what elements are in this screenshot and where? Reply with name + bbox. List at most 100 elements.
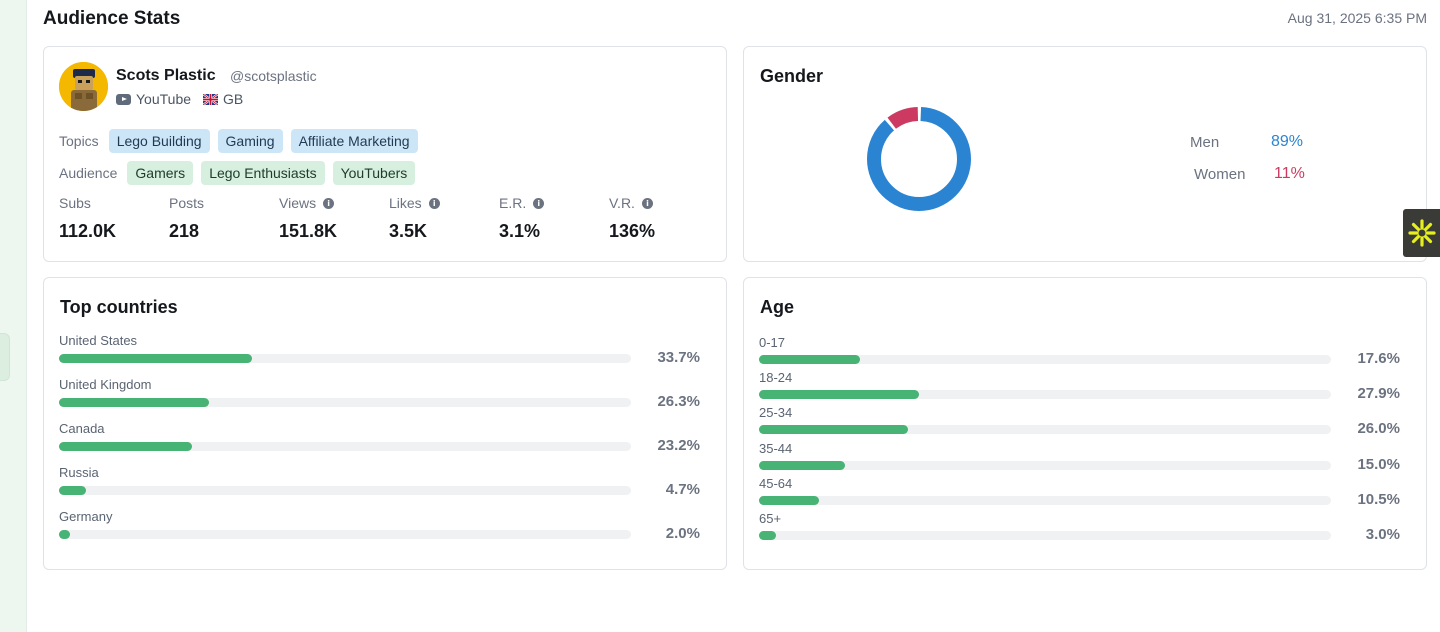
info-icon[interactable]: i bbox=[641, 197, 653, 209]
bar-label: 25-34 bbox=[759, 405, 793, 421]
bar-fill bbox=[59, 354, 252, 363]
bar-value: 10.5% bbox=[1357, 490, 1400, 508]
bar-fill bbox=[59, 398, 210, 407]
stat-value: 136% bbox=[609, 221, 656, 241]
bar-track bbox=[759, 425, 1331, 435]
bar-value: 27.9% bbox=[1357, 385, 1400, 403]
bar-track bbox=[59, 486, 631, 495]
info-icon[interactable]: i bbox=[323, 197, 335, 209]
bar-fill bbox=[759, 390, 919, 400]
stat-label: E.R. bbox=[499, 195, 527, 211]
bar-value: 26.3% bbox=[657, 393, 700, 410]
stat-value: 151.8K bbox=[279, 221, 338, 241]
bar-fill bbox=[59, 530, 71, 539]
stat-label: Views bbox=[279, 195, 317, 211]
bar-track bbox=[759, 390, 1331, 400]
bar-value: 26.0% bbox=[1357, 420, 1400, 438]
topic-tag[interactable]: Lego Building bbox=[108, 129, 210, 153]
bar-fill bbox=[759, 531, 777, 540]
bar-track bbox=[59, 354, 631, 363]
audience-tag[interactable]: Gamers bbox=[127, 161, 194, 185]
timestamp: Aug 31, 2025 6:35 PM bbox=[1287, 10, 1427, 26]
gender-title: Gender bbox=[760, 66, 824, 86]
left-sidebar-strip bbox=[0, 0, 27, 632]
age-title: Age bbox=[760, 297, 795, 317]
topic-tag[interactable]: Gaming bbox=[217, 129, 283, 153]
age-card: Age 0-17 17.6% 18-24 27.9% 25-34 26.0% 35-44 15… bbox=[743, 277, 1427, 570]
topics-row: Topics Lego Building Gaming Affiliate Ma… bbox=[59, 129, 418, 153]
gender-card: Gender Men 89% Women 11% bbox=[743, 46, 1427, 262]
men-value: 89% bbox=[1271, 133, 1304, 150]
audience-tag[interactable]: YouTubers bbox=[332, 161, 416, 185]
bar-value: 23.2% bbox=[657, 437, 700, 454]
bar-track bbox=[759, 460, 1331, 470]
uk-flag-icon bbox=[203, 93, 219, 105]
avatar[interactable] bbox=[59, 62, 108, 111]
donut-segment-men[interactable] bbox=[867, 107, 971, 211]
bar-fill bbox=[759, 355, 860, 364]
stat-subs: Subs 112.0K bbox=[59, 195, 116, 242]
youtube-icon bbox=[116, 93, 131, 105]
bar-label: Canada bbox=[59, 421, 105, 436]
bar-fill bbox=[759, 460, 845, 470]
stat-label: Likes bbox=[389, 195, 422, 211]
bar-fill bbox=[759, 425, 908, 435]
stat-engagement-rate: E.R. i 3.1% bbox=[499, 195, 545, 242]
bar-label: 65+ bbox=[759, 511, 782, 526]
platform-row: YouTube GB bbox=[116, 91, 243, 107]
stat-likes: Likes i 3.5K bbox=[389, 195, 440, 242]
gender-donut-chart bbox=[867, 107, 971, 211]
bar-value: 2.0% bbox=[665, 525, 700, 542]
bar-label: United States bbox=[59, 333, 138, 348]
bar-value: 4.7% bbox=[665, 481, 700, 498]
women-value: 11% bbox=[1274, 165, 1305, 182]
audience-row: Audience Gamers Lego Enthusiasts YouTube… bbox=[59, 161, 416, 185]
stat-views: Views i 151.8K bbox=[279, 195, 337, 242]
bar-track bbox=[759, 495, 1331, 505]
stat-value: 3.5K bbox=[389, 221, 428, 241]
bar-fill bbox=[59, 486, 86, 495]
bar-track bbox=[59, 398, 631, 407]
bar-track bbox=[759, 355, 1331, 364]
top-countries-card: Top countries United States 33.7% United K… bbox=[43, 277, 727, 570]
stat-view-rate: V.R. i 136% bbox=[609, 195, 655, 242]
bar-value: 15.0% bbox=[1357, 455, 1400, 473]
bar-fill bbox=[59, 442, 192, 451]
audience-tag[interactable]: Lego Enthusiasts bbox=[201, 161, 325, 185]
bar-label: 35-44 bbox=[759, 440, 793, 456]
stat-label: V.R. bbox=[609, 195, 635, 211]
platform-name: YouTube bbox=[136, 91, 192, 107]
men-label: Men bbox=[1190, 134, 1220, 151]
stat-value: 218 bbox=[169, 221, 200, 241]
bar-value: 3.0% bbox=[1365, 526, 1400, 543]
women-label: Women bbox=[1194, 166, 1246, 183]
stat-label: Posts bbox=[169, 195, 205, 211]
bar-value: 17.6% bbox=[1357, 350, 1400, 367]
page-title: Audience Stats bbox=[43, 8, 181, 29]
bar-label: 45-64 bbox=[759, 475, 793, 491]
bar-label: 0-17 bbox=[759, 335, 786, 350]
info-icon[interactable]: i bbox=[428, 197, 440, 209]
bar-label: 18-24 bbox=[759, 370, 793, 386]
sidebar-toggle-tab[interactable] bbox=[0, 333, 10, 381]
profile-card: Scots Plastic @scotsplastic YouTube GB T… bbox=[43, 46, 727, 262]
bar-track bbox=[759, 531, 1331, 540]
bar-label: Germany bbox=[59, 509, 113, 524]
info-icon[interactable]: i bbox=[533, 197, 545, 209]
stat-posts: Posts 218 bbox=[169, 195, 204, 242]
bar-fill bbox=[759, 495, 820, 505]
top-countries-title: Top countries bbox=[60, 297, 178, 317]
channel-handle[interactable]: @scotsplastic bbox=[230, 68, 317, 84]
stat-value: 3.1% bbox=[499, 221, 541, 241]
bar-label: United Kingdom bbox=[59, 377, 152, 392]
country-code: GB bbox=[223, 91, 244, 107]
channel-name[interactable]: Scots Plastic bbox=[116, 67, 216, 84]
bar-value: 33.7% bbox=[657, 349, 700, 366]
topics-label: Topics bbox=[59, 133, 99, 149]
topic-tag[interactable]: Affiliate Marketing bbox=[290, 129, 418, 153]
asterisk-icon bbox=[1407, 219, 1436, 247]
assistant-widget-button[interactable] bbox=[1403, 209, 1440, 257]
bar-track bbox=[59, 530, 631, 539]
bar-label: Russia bbox=[59, 465, 99, 480]
audience-label: Audience bbox=[59, 165, 118, 181]
